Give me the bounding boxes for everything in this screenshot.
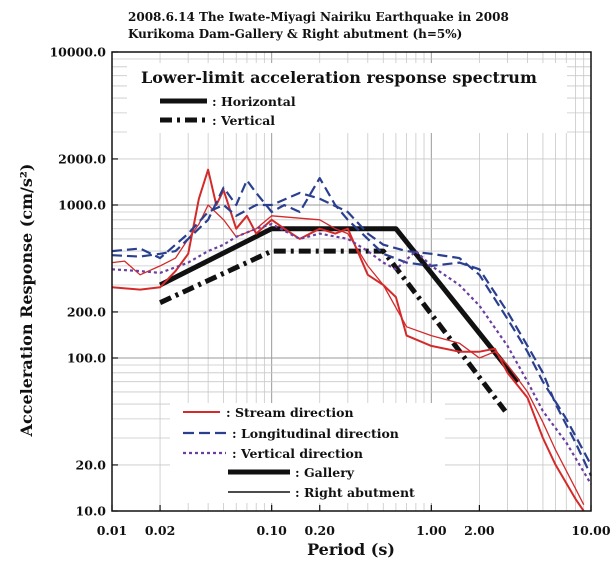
y-tick-label: 100.0 (67, 351, 106, 366)
x-tick-label: 0.01 (97, 523, 127, 538)
chart-title-line2: Kurikoma Dam-Gallery & Right abutment (h… (128, 27, 462, 41)
x-tick-label: 0.20 (305, 523, 336, 538)
series-line-longitudinal-direction-right-abutment (111, 191, 592, 466)
tick-labels: 0.01 0.02 0.10 0.20 1.00 2.00 10.00 10.0 20.0 100… (49, 45, 610, 539)
y-tick-label: 200.0 (67, 304, 106, 319)
y-tick-label: 10.0 (76, 504, 107, 519)
y-axis-label: Acceleration Response (cm/s²) (17, 164, 36, 438)
legend-vertical-direction-label: : Vertical direction (232, 446, 363, 461)
x-tick-label: 10.00 (571, 523, 610, 538)
series-line-longitudinal-direction (111, 177, 592, 477)
series-group (111, 168, 592, 512)
legend-bottom: : Stream direction : Longitudinal direct… (170, 403, 445, 503)
x-axis-label: Period (s) (307, 540, 395, 559)
chart-title-line1: 2008.6.14 The Iwate-Miyagi Nairiku Earth… (128, 10, 509, 24)
series-line-vertical (159, 248, 508, 413)
legend-right-abutment-label: : Right abutment (295, 485, 415, 500)
y-tick-label: 1000.0 (58, 198, 106, 213)
y-tick-label: 10000.0 (49, 45, 106, 60)
legend-stream-label: : Stream direction (226, 405, 354, 420)
legend-top-background (127, 63, 567, 133)
x-tick-label: 0.10 (256, 523, 287, 538)
x-tick-label: 1.00 (416, 523, 447, 538)
legend-gallery-label: : Gallery (295, 465, 355, 480)
legend-top-heading: Lower-limit acceleration response spectr… (141, 68, 537, 87)
legend-top: Lower-limit acceleration response spectr… (127, 63, 567, 133)
x-tick-label: 2.00 (464, 523, 495, 538)
legend-longitudinal-label: : Longitudinal direction (232, 426, 399, 441)
series-line-vertical-direction (111, 223, 592, 485)
legend-vertical-label: : Vertical (212, 113, 275, 128)
y-tick-label: 20.0 (76, 457, 107, 472)
plot-frame (111, 51, 592, 512)
series-line-stream-direction (111, 168, 585, 512)
series-line-stream-direction-right-abutment (111, 204, 585, 505)
x-tick-label: 0.02 (145, 523, 175, 538)
series-line-horizontal (158, 226, 521, 384)
y-tick-label: 2000.0 (58, 151, 106, 166)
legend-horizontal-label: : Horizontal (212, 94, 296, 109)
